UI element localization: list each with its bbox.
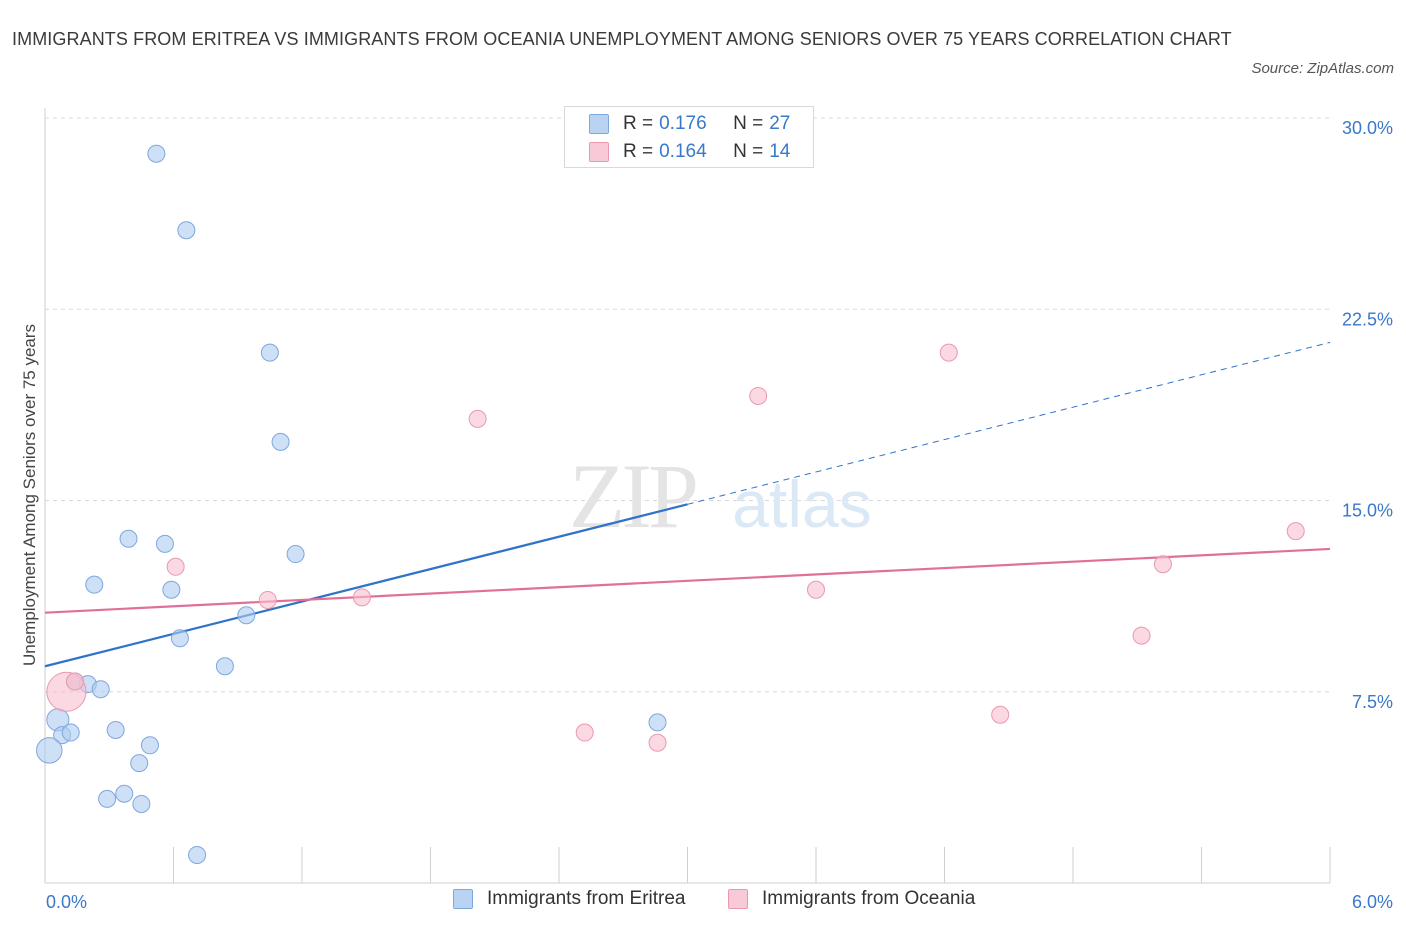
oceania-point bbox=[166, 557, 185, 576]
oceania-point bbox=[749, 386, 768, 405]
legend-label-oceania: Immigrants from Oceania bbox=[762, 888, 976, 909]
legend-row-eritrea: R = 0.176 N = 27 bbox=[589, 112, 790, 136]
eritrea-point bbox=[237, 606, 256, 625]
watermark: ZIP atlas bbox=[569, 445, 872, 547]
eritrea-trend-extension bbox=[687, 341, 1331, 505]
legend-item-oceania[interactable]: Immigrants from Oceania bbox=[728, 888, 975, 910]
oceania-point bbox=[648, 733, 667, 752]
eritrea-swatch bbox=[589, 114, 609, 134]
eritrea-point bbox=[36, 737, 63, 764]
r-label: R = bbox=[623, 141, 654, 162]
eritrea-point bbox=[147, 144, 166, 163]
oceania-point bbox=[575, 723, 594, 742]
eritrea-point bbox=[119, 529, 138, 548]
eritrea-point bbox=[85, 575, 104, 594]
tick-labels: 7.5% 15.0% 22.5% 30.0% 0.0% 6.0% bbox=[46, 118, 1393, 912]
eritrea-trend-line bbox=[44, 503, 688, 668]
eritrea-point bbox=[260, 343, 279, 362]
eritrea-point bbox=[61, 723, 80, 742]
eritrea-point bbox=[155, 534, 174, 553]
oceania-point bbox=[991, 705, 1010, 724]
r-value: 0.164 bbox=[659, 141, 707, 162]
r-label: R = bbox=[623, 113, 654, 134]
eritrea-point bbox=[115, 784, 134, 803]
n-label: N = bbox=[733, 113, 764, 134]
series-legend: Immigrants from Eritrea Immigrants from … bbox=[0, 888, 1406, 918]
eritrea-legend-swatch bbox=[453, 889, 473, 909]
gridlines bbox=[45, 117, 1330, 693]
eritrea-point bbox=[98, 789, 117, 808]
eritrea-point bbox=[188, 845, 207, 864]
y-tick-label: 22.5% bbox=[1342, 309, 1393, 329]
eritrea-point bbox=[215, 657, 234, 676]
source-label: Source: ZipAtlas.com bbox=[1251, 60, 1394, 77]
eritrea-point bbox=[91, 680, 110, 699]
oceania-point bbox=[1132, 626, 1151, 645]
x-tick-label: 0.0% bbox=[46, 892, 87, 912]
watermark-zip: ZIP bbox=[569, 445, 696, 547]
oceania-point bbox=[1286, 522, 1305, 541]
n-value: 14 bbox=[769, 141, 791, 162]
legend-label-eritrea: Immigrants from Eritrea bbox=[487, 888, 686, 909]
oceania-point bbox=[939, 343, 958, 362]
eritrea-point bbox=[177, 221, 196, 240]
r-value: 0.176 bbox=[659, 113, 707, 134]
oceania-point bbox=[468, 409, 487, 428]
eritrea-point bbox=[162, 580, 181, 599]
y-tick-label: 15.0% bbox=[1342, 501, 1393, 521]
legend-item-eritrea[interactable]: Immigrants from Eritrea bbox=[453, 888, 685, 910]
eritrea-point bbox=[106, 721, 125, 739]
n-label: N = bbox=[733, 141, 764, 162]
legend-row-oceania: R = 0.164 N = 14 bbox=[589, 140, 790, 164]
oceania-point bbox=[65, 672, 84, 691]
chart-title: IMMIGRANTS FROM ERITREA VS IMMIGRANTS FR… bbox=[12, 29, 1232, 49]
eritrea-point bbox=[286, 545, 305, 564]
oceania-point bbox=[807, 580, 825, 599]
eritrea-point bbox=[271, 432, 290, 451]
y-tick-label: 30.0% bbox=[1342, 118, 1393, 138]
oceania-point bbox=[352, 588, 371, 607]
eritrea-point bbox=[130, 754, 149, 773]
correlation-legend: R = 0.176 N = 27 R = 0.164 N = 14 bbox=[564, 106, 814, 168]
oceania-point bbox=[1153, 555, 1172, 574]
y-tick-label: 7.5% bbox=[1352, 692, 1393, 712]
oceania-legend-swatch bbox=[728, 889, 748, 909]
eritrea-point bbox=[132, 794, 151, 813]
n-value: 27 bbox=[769, 113, 791, 134]
eritrea-point bbox=[140, 736, 159, 755]
oceania-trend-line bbox=[44, 547, 1331, 614]
oceania-point bbox=[258, 590, 277, 609]
data-points bbox=[36, 144, 1305, 864]
oceania-swatch bbox=[589, 142, 609, 162]
watermark-atlas: atlas bbox=[732, 467, 871, 541]
x-tick-label: 6.0% bbox=[1352, 892, 1393, 912]
eritrea-point bbox=[648, 713, 667, 732]
eritrea-point bbox=[170, 629, 189, 648]
